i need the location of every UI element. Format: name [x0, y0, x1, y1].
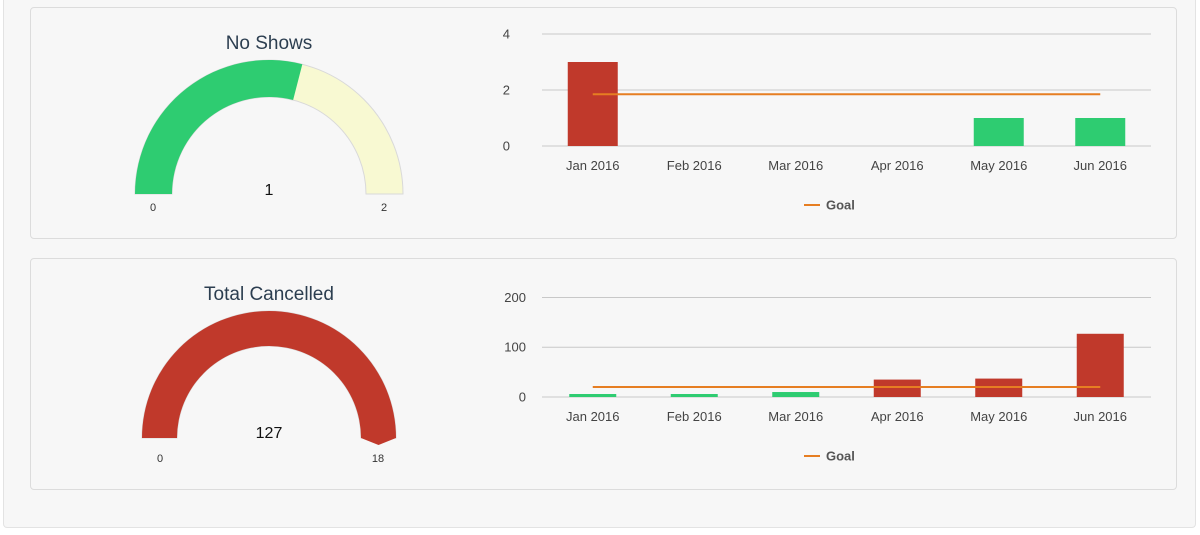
- total-cancelled-legend[interactable]: Goal: [804, 449, 855, 464]
- total-cancelled-gauge-value: 127: [256, 425, 283, 442]
- total-cancelled-bar[interactable]: [772, 392, 820, 397]
- no-shows-legend[interactable]: Goal: [804, 198, 855, 213]
- total-cancelled-bar-chart: 0 100 200 Jan 2016 Feb 2016 Mar 2016 Apr 2016…: [504, 290, 1151, 464]
- total-cancelled-gauge-fill: [142, 311, 396, 438]
- total-cancelled-ytick-label: 0: [519, 390, 526, 405]
- total-cancelled-ytick-label: 100: [504, 340, 526, 355]
- no-shows-bar[interactable]: [567, 62, 618, 146]
- no-shows-gauge-value: 1: [265, 182, 274, 199]
- total-cancelled-gauge-min-label: 0: [157, 453, 163, 465]
- total-cancelled-ytick-label: 200: [504, 290, 526, 305]
- no-shows-xtick-label: Apr 2016: [871, 158, 924, 173]
- total-cancelled-xtick-label: Jun 2016: [1074, 409, 1128, 424]
- no-shows-gauge-min-label: 0: [150, 202, 156, 214]
- no-shows-ytick-label: 4: [503, 27, 510, 42]
- no-shows-xtick-label: May 2016: [970, 158, 1027, 173]
- no-shows-xticks: Jan 2016 Feb 2016 Mar 2016 Apr 2016 May 2016…: [566, 158, 1127, 173]
- no-shows-legend-label: Goal: [826, 198, 855, 213]
- total-cancelled-xtick-label: Feb 2016: [667, 409, 722, 424]
- no-shows-bar-chart: 0 2 4 Jan 2016 Feb 2016 Mar 2016 Apr 2016 May …: [503, 27, 1151, 213]
- total-cancelled-xtick-label: Jan 2016: [566, 409, 620, 424]
- total-cancelled-panel-graphics: Total Cancelled 127 0 18 0 100 200 Jan 201…: [141, 284, 1151, 465]
- no-shows-ytick-label: 2: [503, 83, 510, 98]
- total-cancelled-yticks: 0 100 200: [504, 290, 526, 405]
- total-cancelled-gauge: Total Cancelled 127 0 18: [141, 284, 397, 465]
- no-shows-gauge-fill: [135, 59, 303, 194]
- total-cancelled-panel: Total Cancelled 127 0 18 0 100 200 Jan 201…: [30, 258, 1177, 490]
- total-cancelled-legend-label: Goal: [826, 449, 855, 464]
- total-cancelled-gauge-max-label: 18: [372, 453, 384, 465]
- total-cancelled-gauge-title: Total Cancelled: [204, 284, 334, 305]
- no-shows-bars: [567, 62, 1126, 146]
- no-shows-xtick-label: Jan 2016: [566, 158, 620, 173]
- total-cancelled-xtick-label: Mar 2016: [768, 409, 823, 424]
- no-shows-gauge: No Shows 1 0 2: [134, 33, 404, 214]
- total-cancelled-xtick-label: May 2016: [970, 409, 1027, 424]
- total-cancelled-xtick-label: Apr 2016: [871, 409, 924, 424]
- no-shows-panel: No Shows 1 0 2 0 2 4 Jan 2016 Feb 2016 Mar 2…: [30, 7, 1177, 239]
- total-cancelled-bar[interactable]: [569, 394, 617, 397]
- no-shows-yticks: 0 2 4: [503, 27, 510, 154]
- no-shows-gauge-title: No Shows: [226, 33, 313, 54]
- no-shows-gauge-max-label: 2: [381, 202, 387, 214]
- total-cancelled-bar[interactable]: [670, 394, 718, 397]
- dashboard-container: No Shows 1 0 2 0 2 4 Jan 2016 Feb 2016 Mar 2…: [3, 0, 1196, 528]
- no-shows-grid: [542, 33, 1151, 147]
- no-shows-bar[interactable]: [973, 118, 1024, 146]
- no-shows-xtick-label: Jun 2016: [1074, 158, 1128, 173]
- no-shows-bar[interactable]: [1075, 118, 1126, 146]
- total-cancelled-bar[interactable]: [873, 379, 921, 397]
- no-shows-panel-graphics: No Shows 1 0 2 0 2 4 Jan 2016 Feb 2016 Mar 2…: [134, 27, 1151, 214]
- no-shows-ytick-label: 0: [503, 139, 510, 154]
- total-cancelled-gauge-overflow-marker: [361, 438, 396, 445]
- no-shows-xtick-label: Mar 2016: [768, 158, 823, 173]
- no-shows-xtick-label: Feb 2016: [667, 158, 722, 173]
- total-cancelled-grid: [542, 296, 1151, 398]
- total-cancelled-xticks: Jan 2016 Feb 2016 Mar 2016 Apr 2016 May 2016…: [566, 409, 1127, 424]
